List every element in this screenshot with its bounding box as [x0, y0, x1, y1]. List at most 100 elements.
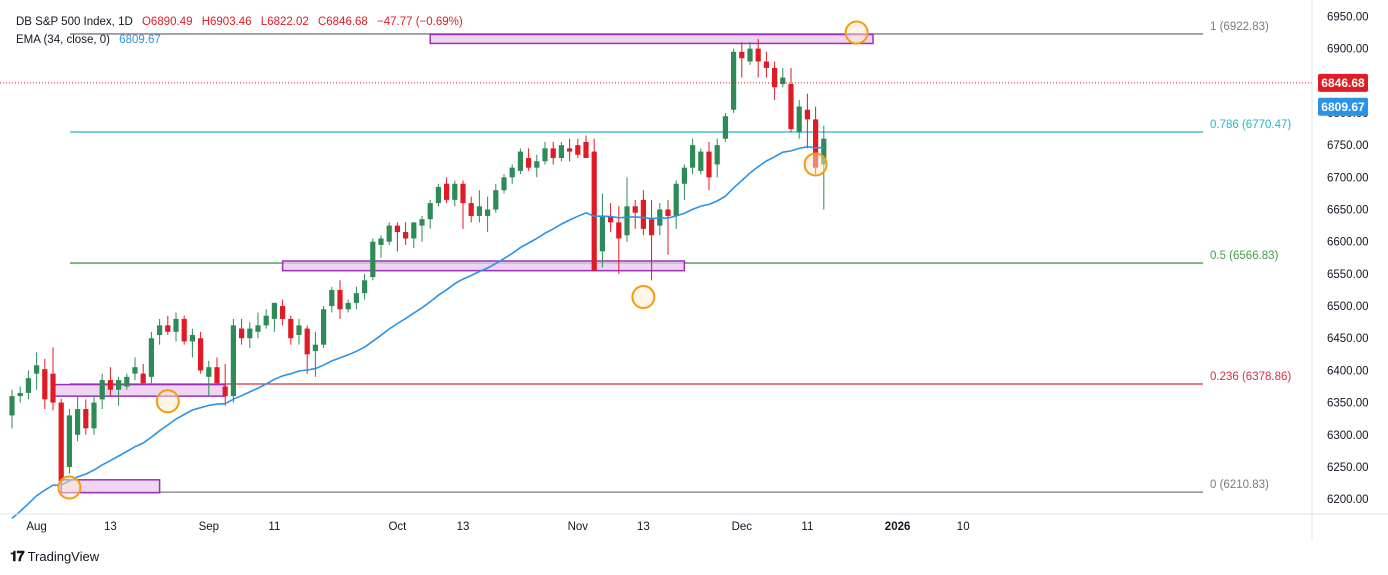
candle-down	[304, 328, 310, 355]
candle-down	[567, 148, 573, 152]
highlight-circle-marker	[57, 475, 82, 500]
candle-up	[690, 145, 696, 168]
candle-down	[813, 119, 819, 168]
time-tick-label: 13	[104, 521, 117, 533]
candle-down	[58, 402, 64, 482]
last-price-badge-text: 6846.68	[1321, 76, 1365, 90]
candle-down	[239, 328, 245, 339]
candle-up	[558, 145, 564, 159]
candle-up	[517, 151, 523, 171]
ema-label[interactable]: EMA (34, close, 0)	[16, 34, 110, 46]
markers	[57, 20, 869, 500]
candles	[9, 38, 827, 490]
candle-down	[140, 373, 146, 384]
candle-up	[509, 167, 515, 178]
candle-down	[460, 183, 466, 204]
candle-down	[739, 51, 745, 59]
time-tick-label: Aug	[26, 521, 46, 533]
candle-up	[796, 106, 802, 133]
candle-up	[476, 206, 482, 216]
fib-level-label: 0.236 (6378.86)	[1210, 371, 1291, 383]
fib-levels: 1 (6922.83) 0.786 (6770.47) 0.5 (6566.83) 0…	[70, 21, 1291, 493]
candle-up	[116, 380, 122, 390]
candle-up	[427, 203, 433, 220]
candle-down	[640, 199, 646, 229]
candle-down	[214, 367, 220, 384]
candle-down	[550, 148, 556, 159]
candle-up	[411, 222, 417, 239]
candle-up	[353, 293, 359, 303]
candle-up	[189, 335, 195, 342]
candle-down	[632, 206, 638, 213]
candle-up	[747, 48, 753, 62]
legend-ohlc: DB S&P 500 Index, 1D O6890.49 H6903.46 L…	[16, 15, 469, 29]
candle-down	[706, 151, 712, 178]
candle-up	[345, 302, 351, 310]
fib-level-label: 0.786 (6770.47)	[1210, 119, 1291, 131]
candle-up	[206, 367, 212, 377]
highlight-circle-marker	[155, 389, 180, 414]
time-tick-label: 10	[957, 521, 970, 533]
candle-down	[608, 215, 614, 223]
time-tick-label: Oct	[388, 521, 407, 533]
tradingview-logo[interactable]: 𝟏𝟕 TradingView	[10, 548, 99, 565]
time-tick-label: 13	[637, 521, 650, 533]
price-badges: 6846.68 6809.67	[1318, 73, 1368, 116]
candle-down	[222, 386, 228, 397]
candle-down	[403, 232, 409, 239]
candle-up	[247, 328, 253, 339]
ema-legend-value: 6809.67	[119, 34, 161, 46]
candle-up	[173, 318, 179, 332]
candle-up	[780, 77, 786, 85]
last-price-badge	[1318, 73, 1368, 92]
tradingview-logo-text: TradingView	[27, 549, 100, 564]
price-tick-label: 6950.00	[1327, 11, 1369, 23]
candle-down	[394, 225, 400, 233]
time-tick-label: Sep	[199, 521, 219, 533]
support-resistance-zone	[429, 33, 874, 45]
candle-down	[107, 380, 113, 390]
candle-down	[591, 151, 597, 271]
price-tick-label: 6750.00	[1327, 140, 1369, 152]
ema-price-badge-text: 6809.67	[1321, 100, 1365, 114]
change-value: −47.77 (−0.69%)	[377, 16, 463, 28]
ema-line	[11, 145, 824, 520]
candle-up	[378, 238, 384, 245]
price-tick-label: 6200.00	[1327, 494, 1369, 506]
time-tick-label: 2026	[885, 521, 911, 533]
candle-up	[821, 138, 827, 165]
candle-up	[230, 325, 236, 397]
highlight-circle-marker	[844, 20, 869, 45]
candle-down	[526, 158, 532, 168]
candle-up	[501, 177, 507, 191]
candle-up	[34, 365, 40, 374]
candle-up	[329, 289, 335, 307]
time-tick-label: 11	[268, 521, 280, 533]
candle-up	[66, 415, 72, 467]
candle-up	[370, 241, 376, 278]
candle-down	[616, 222, 622, 239]
candle-down	[804, 109, 810, 120]
candle-up	[271, 302, 277, 319]
candle-up	[255, 325, 261, 332]
price-tick-label: 6450.00	[1327, 333, 1369, 345]
candle-up	[386, 225, 392, 242]
candle-up	[75, 409, 81, 435]
support-resistance-zone	[281, 260, 686, 272]
candle-down	[788, 84, 794, 130]
candle-up	[124, 376, 130, 387]
highlight-circle-marker	[803, 152, 828, 177]
open-value: O6890.49	[141, 16, 193, 28]
candle-up	[534, 161, 540, 168]
candle-up	[599, 215, 605, 252]
fib-level-label: 1 (6922.83)	[1210, 21, 1269, 33]
ema-line-group	[11, 145, 824, 520]
symbol-title[interactable]: DB S&P 500 Index, 1D	[16, 16, 133, 28]
candle-up	[157, 325, 163, 336]
candle-down	[763, 61, 769, 68]
candle-up	[681, 167, 687, 184]
price-tick-label: 6550.00	[1327, 269, 1369, 281]
price-tick-label: 6650.00	[1327, 205, 1369, 217]
candle-down	[280, 306, 286, 319]
